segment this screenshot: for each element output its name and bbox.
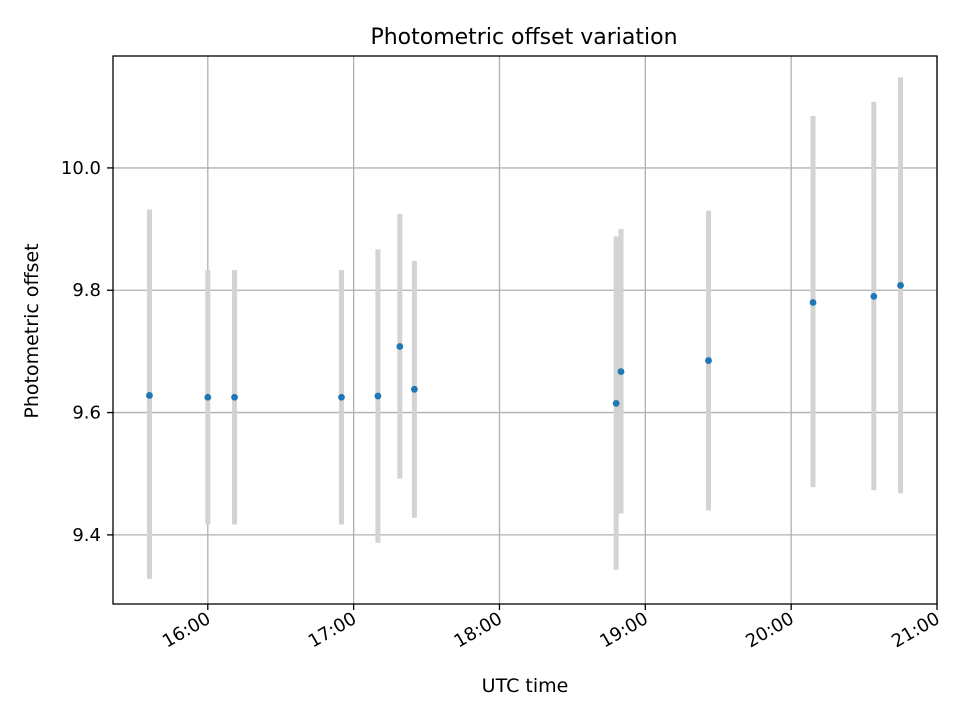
- x-tick-label: 18:00: [451, 608, 506, 652]
- chart-title: Photometric offset variation: [370, 25, 677, 50]
- error-bars: [146, 77, 904, 579]
- y-tick-label: 9.4: [72, 525, 101, 546]
- x-tick-label: 21:00: [888, 608, 943, 652]
- x-axis-ticks: 16:00 17:00 18:00 19:00 20:00 21:00: [159, 604, 944, 652]
- x-tick-label: 19:00: [596, 608, 651, 652]
- data-point: [617, 368, 625, 375]
- data-point: [338, 393, 345, 401]
- y-tick-label: 9.6: [72, 403, 101, 424]
- data-point: [870, 292, 878, 300]
- data-point: [231, 393, 238, 401]
- y-tick-label: 9.8: [72, 280, 101, 301]
- data-point: [411, 385, 418, 393]
- plot-frame: [112, 55, 938, 605]
- data-point: [705, 357, 712, 364]
- data-point: [809, 299, 817, 306]
- data-point: [612, 399, 620, 407]
- y-tick-label: 10.0: [61, 158, 101, 179]
- data-point: [146, 392, 153, 399]
- x-tick-label: 20:00: [742, 608, 797, 652]
- x-tick-label: 16:00: [159, 608, 214, 652]
- x-tick-label: 17:00: [305, 608, 360, 652]
- data-point: [374, 392, 382, 400]
- data-point: [396, 343, 404, 350]
- y-axis-label: Photometric offset: [21, 243, 43, 418]
- y-axis-ticks: 9.4 9.6 9.8 10.0: [61, 158, 113, 546]
- data-point: [204, 393, 212, 401]
- data-points: [146, 281, 904, 407]
- x-axis-label: UTC time: [482, 675, 569, 697]
- data-point: [897, 281, 904, 289]
